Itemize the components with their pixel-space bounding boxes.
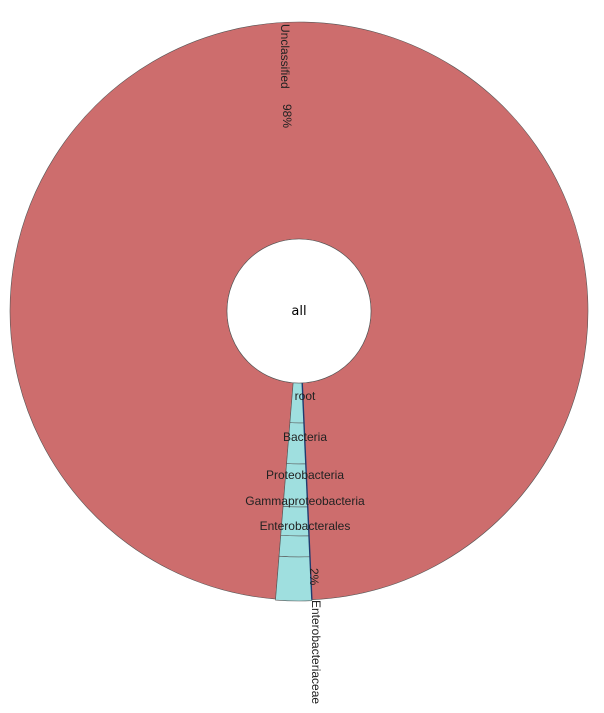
label-enterobacteriaceae-percent: 2% xyxy=(307,568,321,586)
label-unclassified: Unclassified xyxy=(278,24,292,89)
sunburst-labels: Unclassified 98% root Bacteria Proteobacteri… xyxy=(245,24,365,704)
slice-enterobacterales[interactable] xyxy=(278,534,311,558)
label-gammaproteobacteria: Gammaproteobacteria xyxy=(245,494,365,508)
center-label-all: all xyxy=(291,304,306,319)
label-enterobacteriaceae: Enterobacteriaceae xyxy=(309,600,323,704)
label-root: root xyxy=(295,389,316,403)
label-unclassified-percent: 98% xyxy=(280,104,294,128)
center-hole[interactable] xyxy=(226,238,372,384)
classified-edge-line xyxy=(301,382,313,600)
slice-enterobacteriaceae[interactable] xyxy=(275,555,313,602)
label-enterobacterales: Enterobacterales xyxy=(260,519,351,533)
sunburst-arcs xyxy=(9,21,589,602)
label-bacteria: Bacteria xyxy=(283,430,327,444)
label-proteobacteria: Proteobacteria xyxy=(266,468,344,482)
